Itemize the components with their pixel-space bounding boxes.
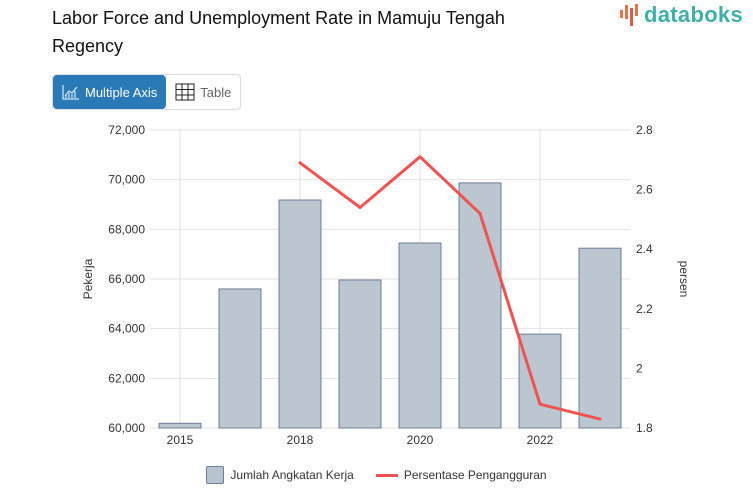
bar-2019: [338, 279, 382, 429]
line-point-2023: [598, 417, 602, 421]
y-left-tick-label: 62,000: [108, 371, 145, 385]
view-toggle: Multiple Axis Table: [52, 74, 242, 110]
bar-2017: [218, 288, 262, 429]
y-right-tick-label: 2.4: [636, 242, 653, 256]
y-left-tick-label: 72,000: [108, 123, 145, 137]
bar-2015: [158, 422, 202, 429]
bar-2022: [518, 333, 562, 429]
x-tick-label: 2018: [287, 433, 314, 447]
chart-area: 60,000 62,000 64,000 66,000 68,000 70,000 72,0…: [81, 123, 691, 447]
bar-2020: [398, 242, 442, 429]
line-point-2022: [538, 402, 542, 406]
unemployment-line: [299, 155, 601, 421]
multiple-axis-label: Multiple Axis: [85, 84, 158, 100]
chart-icon: [62, 85, 79, 100]
line-point-2019: [358, 205, 362, 209]
legend: Jumlah Angkatan Kerja Persentase Pengang…: [0, 466, 753, 484]
table-label: Table: [200, 84, 232, 100]
line-point-2021: [478, 211, 482, 215]
bar-2021: [458, 182, 502, 429]
y-left-tick-label: 66,000: [108, 272, 145, 286]
chart-title: Labor Force and Unemployment Rate in Mam…: [52, 8, 505, 56]
y-right-tick-label: 2.8: [636, 123, 653, 137]
y-left-tick-label: 68,000: [108, 222, 145, 236]
y-right-axis-title: persen: [677, 261, 691, 298]
logo-text: databoks: [644, 2, 743, 27]
bar-2023: [578, 247, 622, 429]
table-button[interactable]: Table: [166, 75, 240, 109]
y-left-axis-title: Pekerja: [81, 258, 95, 299]
bar-2018: [278, 199, 322, 429]
legend-line-label: Persentase Pengangguran: [403, 468, 547, 482]
logo-bars-icon: [620, 4, 639, 26]
databoks-logo: databoks: [619, 2, 743, 28]
y-right-tick-label: 2: [636, 361, 643, 375]
legend-bar-label: Jumlah Angkatan Kerja: [230, 468, 354, 482]
legend-item-bars[interactable]: Jumlah Angkatan Kerja: [206, 466, 354, 484]
table-icon: [175, 83, 195, 101]
y-left-tick-label: 64,000: [108, 322, 145, 336]
x-tick-label: 2020: [407, 433, 434, 447]
y-left-tick-label: 60,000: [108, 421, 145, 435]
y-right-tick-label: 1.8: [636, 421, 653, 435]
legend-bar-swatch: [206, 466, 225, 484]
legend-line-swatch: [375, 473, 398, 477]
legend-item-line[interactable]: Persentase Pengangguran: [375, 466, 547, 484]
line-point-2020: [418, 155, 422, 159]
x-tick-label: 2022: [527, 433, 554, 447]
y-left-tick-label: 70,000: [108, 173, 145, 187]
line-point-2018: [298, 161, 302, 165]
multiple-axis-button[interactable]: Multiple Axis: [53, 75, 167, 109]
y-right-tick-label: 2.6: [636, 183, 653, 197]
x-tick-label: 2015: [167, 433, 194, 447]
y-right-tick-label: 2.2: [636, 302, 653, 316]
